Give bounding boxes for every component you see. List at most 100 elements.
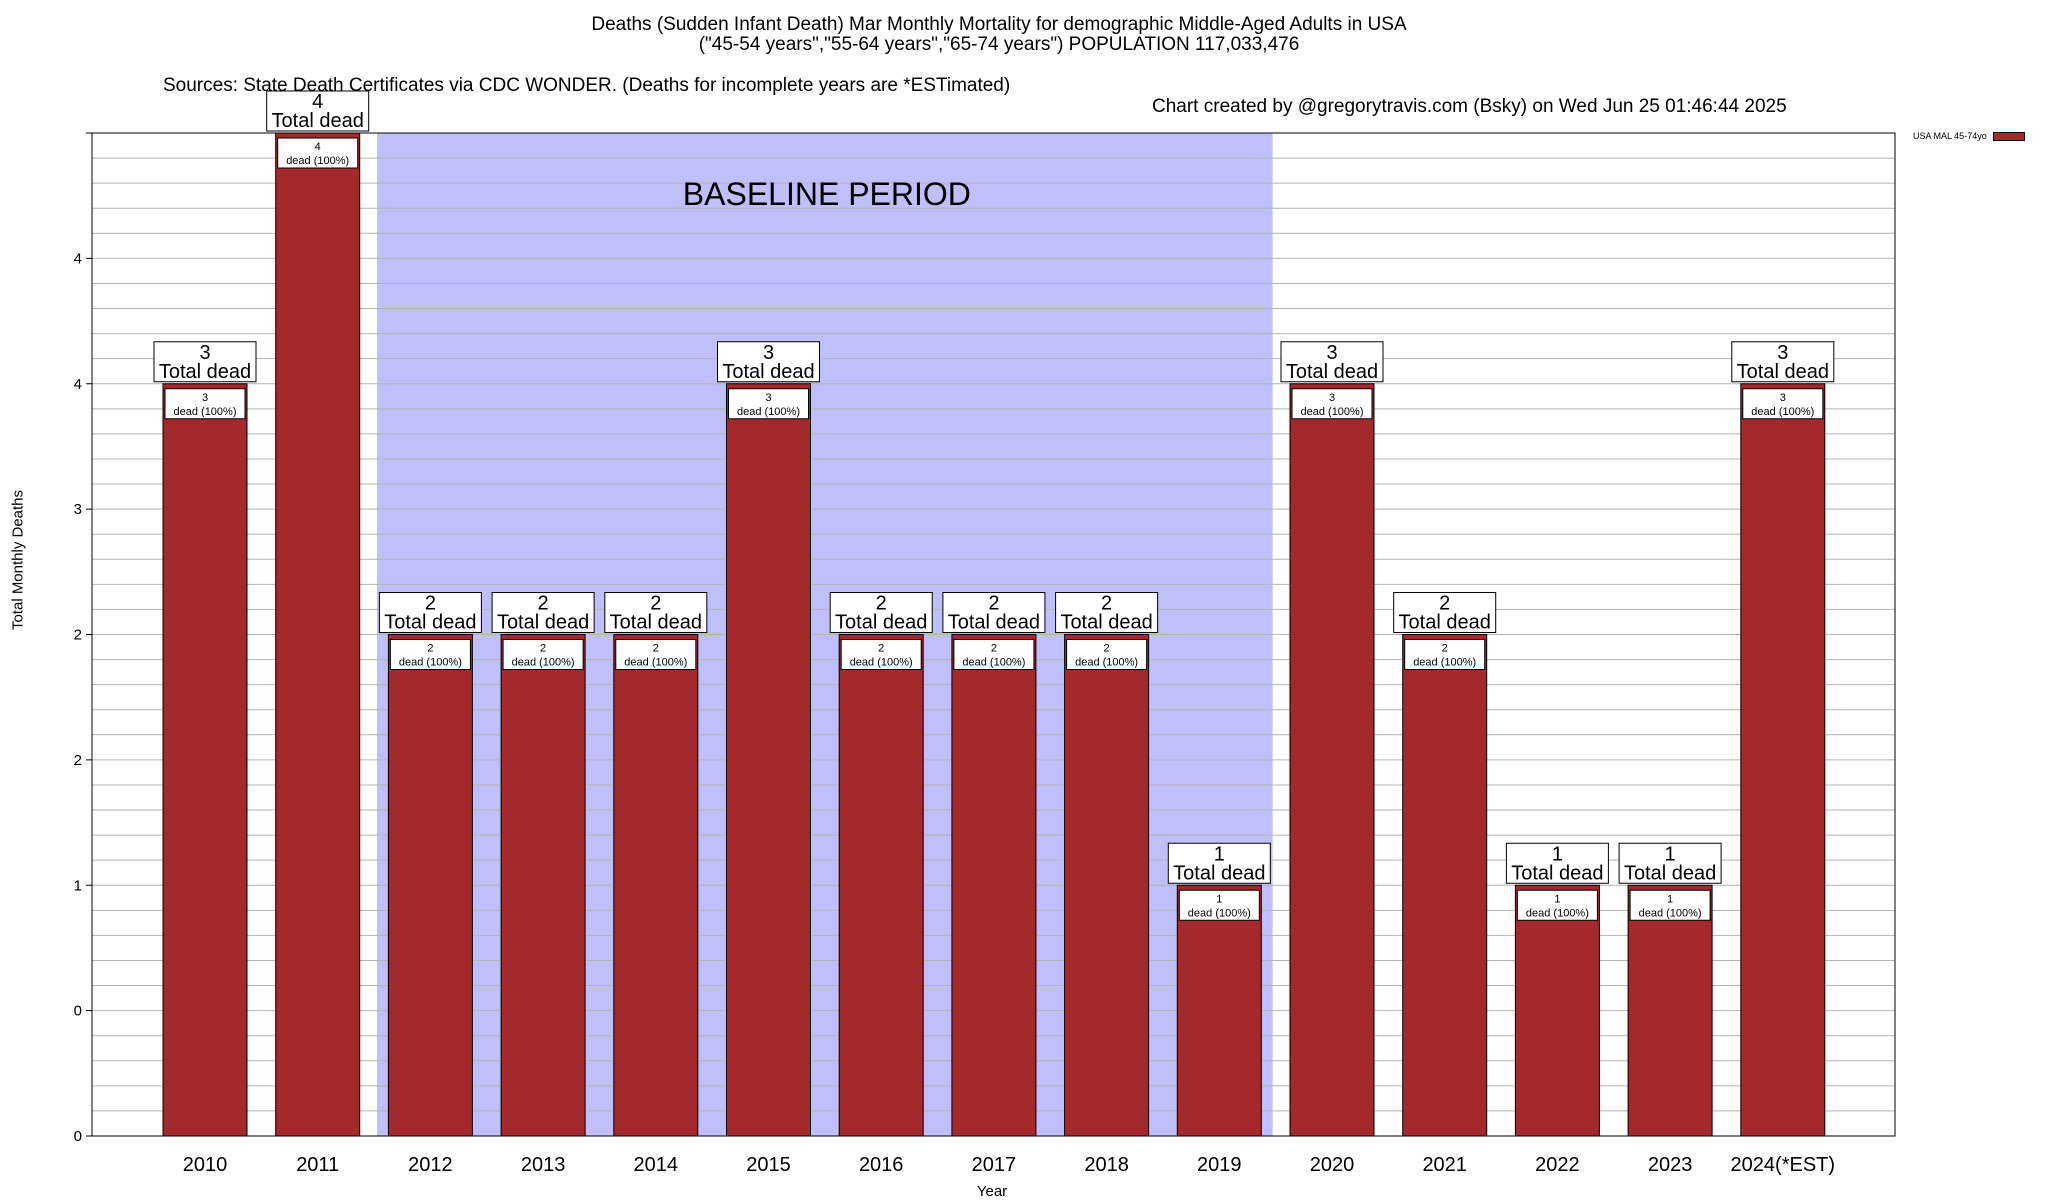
- bar-top-label: Total dead: [610, 612, 702, 634]
- bar-inner-label: dead (100%): [962, 657, 1025, 669]
- bar-top-label: Total dead: [1060, 612, 1152, 634]
- bar-top-label-box: [1280, 341, 1384, 383]
- bar: [1289, 383, 1375, 1137]
- bar-top-value: 1: [1665, 843, 1676, 865]
- bar-top-value: 1: [1552, 843, 1563, 865]
- bar: [1627, 884, 1713, 1137]
- bar-top-label: Total dead: [948, 612, 1040, 634]
- bar-top-label: Total dead: [1173, 862, 1265, 884]
- x-tick-label: 2015: [746, 1154, 791, 1176]
- bar-top-label-box: [1731, 341, 1835, 383]
- bar-top-value: 2: [988, 593, 999, 615]
- bar: [500, 634, 586, 1137]
- bar-inner-label: dead (100%): [1075, 657, 1138, 669]
- bar-top-label-box: [829, 592, 933, 633]
- chart-subtitle-line: Sources: State Death Certificates via CD…: [0, 54, 2048, 117]
- bar-inner-label-box: [840, 639, 922, 670]
- bar-top-label: Total dead: [1737, 361, 1829, 383]
- credit-text: Chart created by @gregorytravis.com (Bsk…: [1152, 96, 1787, 117]
- bar-top-label: Total dead: [384, 612, 476, 634]
- bar-top-value: 3: [1777, 342, 1788, 364]
- bar-inner-value: 4: [315, 141, 321, 153]
- bar: [1740, 383, 1826, 1137]
- bar-inner-label: dead (100%): [286, 155, 349, 167]
- x-tick-label: 2022: [1535, 1154, 1580, 1176]
- bar-top-label-box: [378, 592, 482, 633]
- bar-inner-label-box: [389, 639, 471, 670]
- bar-top-label-box: [1393, 592, 1497, 633]
- bar-inner-label: dead (100%): [1751, 406, 1814, 418]
- bar-top-label-box: [491, 592, 595, 633]
- y-tick-label: 3: [74, 501, 82, 518]
- y-tick-label: 0: [74, 1128, 82, 1145]
- bar-inner-label-box: [1066, 639, 1148, 670]
- bar: [162, 383, 248, 1137]
- bar-top-value: 2: [538, 593, 549, 615]
- bar-top-value: 3: [199, 342, 210, 364]
- x-tick-label: 2024(*EST): [1731, 1154, 1836, 1176]
- y-tick-label: 4: [74, 376, 82, 393]
- bar-inner-label-box: [1291, 388, 1373, 420]
- bar-top-value: 2: [1101, 593, 1112, 615]
- bar-top-label: Total dead: [835, 612, 927, 634]
- bar-inner-label-box: [1629, 889, 1711, 921]
- bar-inner-label: dead (100%): [1639, 907, 1702, 919]
- bar-inner-label: dead (100%): [512, 657, 575, 669]
- bar: [951, 634, 1037, 1137]
- bar-top-label: Total dead: [722, 361, 814, 383]
- bar: [1176, 884, 1262, 1137]
- bar-inner-label: dead (100%): [737, 406, 800, 418]
- bar-inner-label-box: [1516, 889, 1598, 921]
- bar-top-value: 4: [312, 91, 323, 113]
- bar-inner-label: dead (100%): [1526, 907, 1589, 919]
- bar-inner-value: 1: [1554, 893, 1560, 905]
- baseline-period-label: BASELINE PERIOD: [683, 176, 971, 212]
- bar-inner-value: 2: [1442, 643, 1448, 655]
- bar-top-label: Total dead: [1286, 361, 1378, 383]
- y-tick-label: 0: [74, 1003, 82, 1020]
- bar-inner-value: 1: [1216, 893, 1222, 905]
- x-tick-label: 2016: [859, 1154, 904, 1176]
- x-tick-label: 2023: [1648, 1154, 1693, 1176]
- x-axis-label: Year: [976, 1183, 1008, 1200]
- bar-top-label-box: [266, 90, 370, 132]
- bar-top-value: 3: [1326, 342, 1337, 364]
- chart-title-line-2: ("45-54 years","55-64 years","65-74 year…: [698, 34, 1300, 55]
- chart-title-line-1: Deaths (Sudden Infant Death) Mar Monthly…: [591, 14, 1407, 35]
- bar-top-label: Total dead: [159, 361, 251, 383]
- bar: [1402, 634, 1488, 1137]
- bar-inner-label-box: [1404, 639, 1486, 670]
- bar-inner-value: 1: [1667, 893, 1673, 905]
- bar-inner-value: 2: [1104, 643, 1110, 655]
- bar: [613, 634, 699, 1137]
- y-axis-label: Total Monthly Deaths: [9, 489, 27, 631]
- bar-top-value: 2: [650, 593, 661, 615]
- y-tick-label: 1: [74, 877, 82, 894]
- bar-inner-value: 3: [202, 392, 208, 404]
- bar-top-label: Total dead: [1511, 862, 1603, 884]
- bar-inner-label: dead (100%): [399, 657, 462, 669]
- bar-top-label: Total dead: [272, 110, 364, 132]
- bar-top-label-box: [153, 341, 257, 383]
- bar: [1064, 634, 1150, 1137]
- bar-inner-label: dead (100%): [1413, 657, 1476, 669]
- bar-top-label-box: [1055, 592, 1159, 633]
- bar-top-label-box: [1505, 842, 1609, 884]
- bar: [838, 634, 924, 1137]
- x-tick-label: 2011: [296, 1154, 339, 1176]
- bar: [387, 634, 473, 1137]
- x-tick-label: 2010: [183, 1154, 228, 1176]
- legend-label: USA MAL 45-74yo: [1913, 131, 1987, 141]
- bar-inner-label-box: [728, 388, 809, 420]
- bar-inner-label-box: [277, 137, 359, 169]
- bar-inner-value: 2: [427, 643, 433, 655]
- bar-inner-label-box: [1742, 388, 1824, 420]
- bar-inner-label: dead (100%): [174, 406, 237, 418]
- y-tick-label: 2: [74, 627, 82, 644]
- bar-inner-label-box: [164, 388, 246, 420]
- x-tick-label: 2014: [634, 1154, 679, 1176]
- x-tick-label: 2018: [1084, 1154, 1129, 1176]
- bar: [275, 132, 361, 1137]
- bar-top-value: 2: [1439, 593, 1450, 615]
- y-tick-label: 2: [74, 752, 82, 769]
